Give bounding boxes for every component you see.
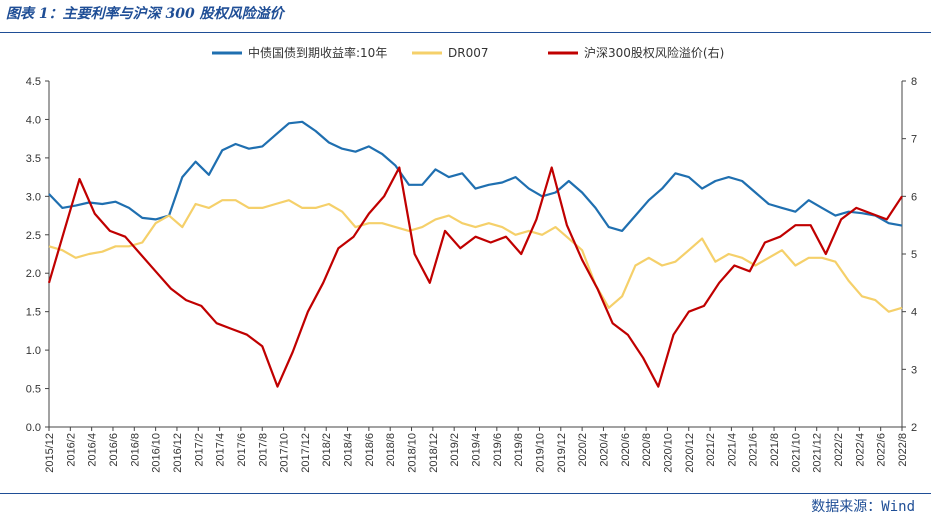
left-tick-label: 1.0: [26, 345, 41, 357]
axes: 0.0 0.5 1.0 1.5 2.0 2.5 3.0 3.5 4.0 4.5 2 3 4 5 6 7 8 201…: [26, 76, 917, 473]
x-tick-label: 2020/12: [684, 433, 696, 473]
x-tick-label: 2021/6: [748, 433, 760, 467]
x-tick-label: 2022/6: [876, 433, 888, 467]
right-tick-label: 5: [911, 249, 917, 261]
right-tick-label: 2: [911, 422, 917, 434]
x-tick-label: 2017/4: [215, 433, 227, 467]
x-tick-label: 2020/4: [598, 433, 610, 467]
right-tick-label: 4: [911, 307, 917, 319]
legend-label-1: DR007: [448, 46, 488, 60]
x-tick-label: 2018/10: [407, 433, 419, 473]
left-tick-label: 2.0: [26, 268, 41, 280]
x-tick-label: 2016/12: [172, 433, 184, 473]
footer-rule: [0, 493, 931, 494]
x-tick-label: 2017/12: [300, 433, 312, 473]
x-tick-label: 2018/8: [385, 433, 397, 467]
x-tick-label: 2020/10: [662, 433, 674, 473]
left-tick-label: 0.0: [26, 422, 41, 434]
x-tick-label: 2021/10: [790, 433, 802, 473]
x-tick-label: 2017/10: [279, 433, 291, 473]
left-tick-label: 4.5: [26, 76, 41, 88]
x-tick-label: 2020/6: [620, 433, 632, 467]
series-line-1: [48, 199, 903, 313]
legend-label-0: 中债国债到期收益率:10年: [248, 45, 387, 60]
x-tick-label: 2022/4: [854, 433, 866, 467]
right-tick-label: 6: [911, 191, 917, 203]
x-tick-label: 2018/4: [343, 433, 355, 467]
title-rule: [0, 32, 931, 33]
x-tick-label: 2021/4: [726, 433, 738, 467]
x-tick-label: 2019/4: [471, 433, 483, 467]
x-tick-label: 2021/8: [769, 433, 781, 467]
left-tick-label: 0.5: [26, 384, 41, 396]
x-tick-label: 2022/8: [897, 433, 909, 467]
x-tick-label: 2022/2: [833, 433, 845, 467]
x-tick-label: 2020/8: [641, 433, 653, 467]
x-tick-label: 2019/12: [556, 433, 568, 473]
x-tick-label: 2019/6: [492, 433, 504, 467]
right-tick-label: 3: [911, 364, 917, 376]
x-tick-label: 2019/10: [534, 433, 546, 473]
x-tick-label: 2018/12: [428, 433, 440, 473]
x-tick-label: 2021/2: [705, 433, 717, 467]
x-tick-label: 2017/8: [257, 433, 269, 467]
chart-title: 图表 1：主要利率与沪深 300 股权风险溢价: [6, 6, 284, 22]
x-tick-label: 2017/6: [236, 433, 248, 467]
x-tick-label: 2016/8: [129, 433, 141, 467]
left-tick-label: 4.0: [26, 114, 41, 126]
x-tick-label: 2021/12: [812, 433, 824, 473]
x-tick-label: 2016/6: [108, 433, 120, 467]
left-tick-label: 1.5: [26, 307, 41, 319]
source-note: 数据来源：Wind: [811, 499, 915, 515]
x-tick-label: 2018/6: [364, 433, 376, 467]
series-line-2: [47, 166, 903, 388]
x-tick-label: 2018/2: [321, 433, 333, 467]
right-tick-label: 8: [911, 76, 917, 88]
x-tick-label: 2020/2: [577, 433, 589, 467]
x-tick-label: 2016/2: [65, 433, 77, 467]
left-tick-label: 2.5: [26, 230, 41, 242]
series-lines: [47, 120, 903, 388]
left-tick-label: 3.0: [26, 191, 41, 203]
x-tick-label: 2016/4: [87, 433, 99, 467]
series-line-0: [48, 120, 903, 232]
legend-label-2: 沪深300股权风险溢价(右): [584, 45, 724, 60]
x-tick-label: 2017/2: [193, 433, 205, 467]
x-tick-label: 2015/12: [44, 433, 56, 473]
x-tick-label: 2016/10: [151, 433, 163, 473]
left-tick-label: 3.5: [26, 153, 41, 165]
x-tick-label: 2019/2: [449, 433, 461, 467]
right-tick-label: 7: [911, 134, 917, 146]
legend: 中债国债到期收益率:10年 DR007 沪深300股权风险溢价(右): [212, 45, 724, 60]
x-tick-label: 2019/8: [513, 433, 525, 467]
